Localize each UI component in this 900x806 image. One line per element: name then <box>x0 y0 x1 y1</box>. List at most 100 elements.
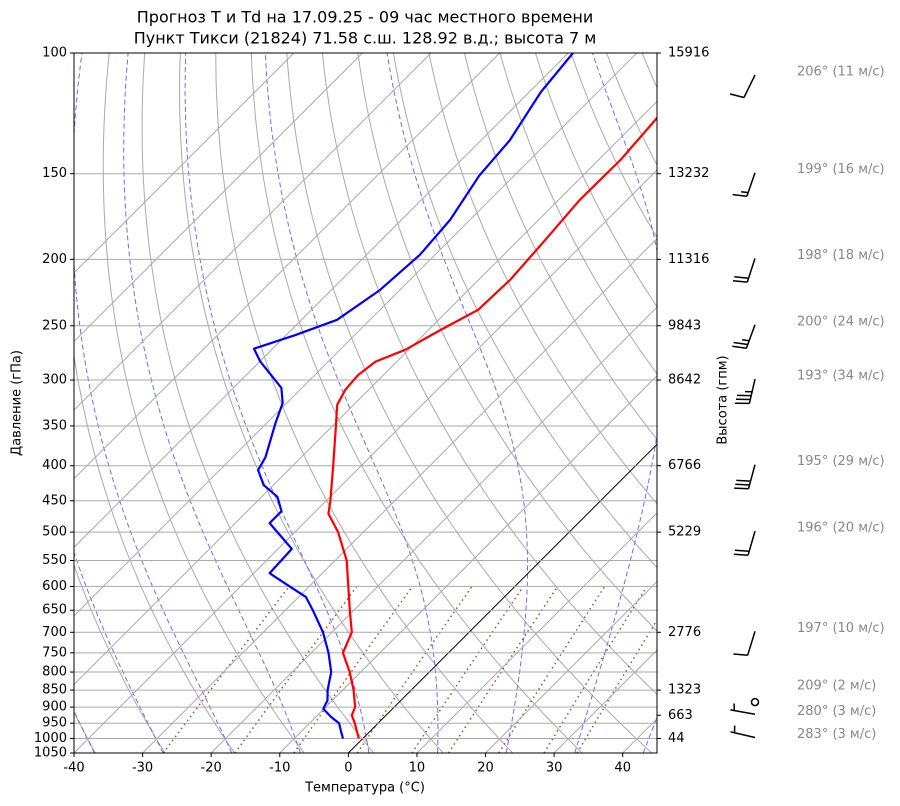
y-tick-label: 300 <box>42 373 67 388</box>
x-tick-label: 0 <box>344 761 352 776</box>
y-tick-label: 500 <box>42 525 67 540</box>
y-tick-label: 700 <box>42 625 67 640</box>
mixing-ratio-line <box>576 618 657 753</box>
isotherm <box>74 53 501 480</box>
isotherm <box>74 53 638 617</box>
x-tick-label: 20 <box>477 761 494 776</box>
dry-adiabat <box>784 53 900 753</box>
y-tick-label: 200 <box>42 252 67 267</box>
plot-area <box>74 53 900 753</box>
y-tick-label: 350 <box>42 418 67 433</box>
y2-axis-label: Высота (гпм) <box>716 355 731 444</box>
dry-adiabat <box>74 563 166 753</box>
y2-tick-label: 15916 <box>668 46 709 61</box>
chart-title: Прогноз T и Td на 17.09.25 - 09 час мест… <box>137 8 593 27</box>
profile-line <box>327 116 657 739</box>
y-tick-label: 1050 <box>34 746 67 761</box>
mixing-ratio-line <box>447 585 559 753</box>
moist-adiabat <box>642 715 657 753</box>
wind-label: 206° (11 м/с) <box>797 65 885 80</box>
dry-adiabat <box>286 53 653 753</box>
x-tick-label: -20 <box>201 761 222 776</box>
mixing-ratio-line <box>543 586 648 753</box>
y-tick-label: 100 <box>42 46 67 61</box>
y2-tick-label: 1323 <box>668 683 701 698</box>
y2-tick-label: 6766 <box>668 458 701 473</box>
dry-adiabat <box>215 53 514 753</box>
x-axis-label: Температура (°C) <box>304 781 425 796</box>
x-tick-label: 30 <box>546 761 563 776</box>
wind-barb-calm <box>750 697 760 707</box>
moist-adiabat <box>74 53 233 753</box>
zero-isotherm <box>347 443 657 753</box>
isotherm <box>416 512 657 753</box>
wind-label: 280° (3 м/с) <box>797 704 876 719</box>
wind-barb <box>733 530 756 556</box>
y-tick-label: 850 <box>42 683 67 698</box>
wind-barb <box>732 324 756 350</box>
mixing-ratio-line <box>498 585 606 753</box>
y-tick-label: 400 <box>42 458 67 473</box>
y2-tick-label: 8642 <box>668 373 701 388</box>
moist-adiabat <box>184 53 370 753</box>
isotherm <box>622 717 657 753</box>
dry-adiabat <box>820 53 900 753</box>
y2-tick-label: 13232 <box>668 166 709 181</box>
x-tick-label: 40 <box>614 761 631 776</box>
wind-label: 200° (24 м/с) <box>797 314 885 329</box>
y-tick-label: 950 <box>42 716 67 731</box>
y-tick-label: 250 <box>42 318 67 333</box>
wind-label: 196° (20 м/с) <box>797 521 885 536</box>
dry-adiabat <box>641 53 657 89</box>
y-tick-label: 450 <box>42 493 67 508</box>
dry-adiabat <box>678 53 900 753</box>
isotherm <box>74 53 295 274</box>
wind-barb <box>729 74 756 99</box>
y-tick-label: 550 <box>42 553 67 568</box>
y-axis-label: Давление (гПа) <box>10 350 25 456</box>
dry-adiabat <box>321 53 657 696</box>
moist-adiabat <box>264 53 439 753</box>
wind-label: 209° (2 м/с) <box>797 679 876 694</box>
wind-barb <box>734 464 756 490</box>
isotherm <box>74 100 657 686</box>
y-tick-label: 600 <box>42 579 67 594</box>
dry-adiabat <box>749 53 900 753</box>
wind-barb <box>735 378 756 405</box>
y2-tick-label: 2776 <box>668 625 701 640</box>
dry-adiabat <box>179 53 444 753</box>
x-tick-label: 10 <box>409 761 426 776</box>
dry-adiabat <box>74 53 235 753</box>
dry-adiabat <box>392 53 657 569</box>
chart-subtitle: Пункт Тикси (21824) 71.58 с.ш. 128.92 в.… <box>134 29 597 48</box>
isotherm <box>485 580 657 753</box>
wind-label: 197° (10 м/с) <box>797 621 885 636</box>
y2-tick-label: 9843 <box>668 318 701 333</box>
x-tick-label: -40 <box>63 761 84 776</box>
wind-barb <box>730 725 756 739</box>
isotherm <box>142 237 657 753</box>
wind-label: 198° (18 м/с) <box>797 248 885 263</box>
y2-tick-label: 44 <box>668 731 685 746</box>
isotherm <box>74 53 363 343</box>
dry-adiabat <box>606 53 657 166</box>
y-tick-label: 650 <box>42 603 67 618</box>
y2-tick-label: 5229 <box>668 525 701 540</box>
y2-tick-label: 663 <box>668 708 693 723</box>
dry-adiabat <box>250 53 583 753</box>
dry-adiabat <box>464 53 657 441</box>
wind-barb <box>732 172 756 198</box>
wind-barb <box>733 631 756 656</box>
wind-barb <box>732 258 756 283</box>
y2-tick-label: 11316 <box>668 252 709 267</box>
mixing-ratio-line <box>234 585 358 753</box>
mixing-ratio-line <box>411 585 525 753</box>
dry-adiabat <box>428 53 657 505</box>
y-tick-label: 1000 <box>34 731 67 746</box>
moist-adiabat <box>123 53 301 753</box>
dry-adiabat <box>102 53 305 753</box>
isotherm <box>74 53 569 548</box>
dry-adiabat <box>499 53 657 375</box>
mixing-ratio-line <box>356 585 473 753</box>
